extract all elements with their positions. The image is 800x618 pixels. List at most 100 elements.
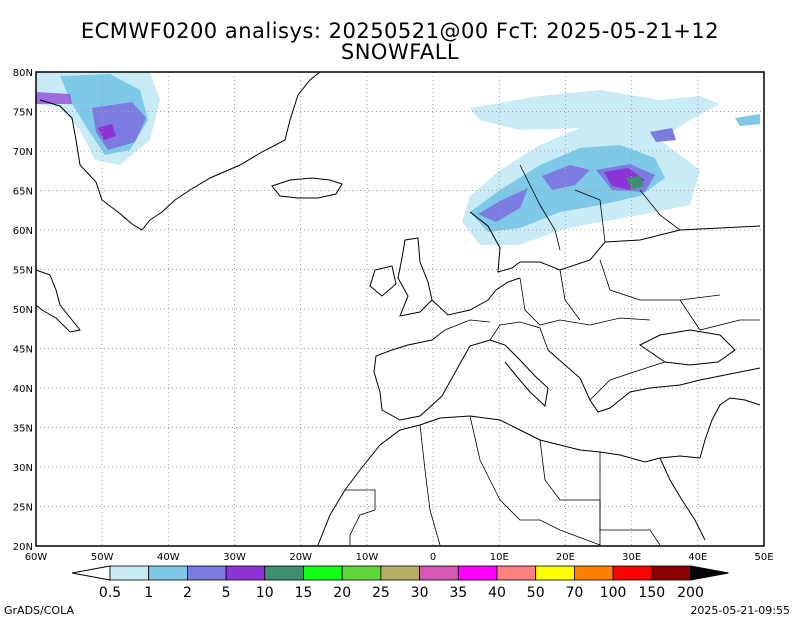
colorbar-label: 15 — [295, 585, 313, 601]
colorbar-label: 0.5 — [99, 585, 121, 601]
longitude-tick-label: 10W — [356, 552, 379, 563]
colorbar-swatch — [341, 565, 382, 581]
colorbar-swatch — [380, 565, 420, 581]
latitude-tick-label: 55N — [13, 266, 33, 277]
longitude-tick-label: 10E — [490, 552, 509, 563]
snowfall-shading — [36, 72, 760, 245]
colorbar-swatch — [496, 565, 537, 581]
longitude-labels: 60W 50W 40W 30W 20W 10W 0 10E 20E 30E 40E 50E — [25, 552, 774, 563]
colorbar-swatch — [109, 565, 150, 581]
colorbar-swatch — [303, 565, 343, 581]
border-line — [519, 164, 561, 251]
colorbar-label: 150 — [638, 585, 665, 601]
latitude-tick-label: 35N — [13, 424, 33, 435]
border-line — [679, 299, 760, 331]
colorbar-label: 2 — [183, 585, 192, 601]
longitude-tick-label: 30E — [622, 552, 641, 563]
colorbar-label: 100 — [600, 585, 627, 601]
colorbar-swatch — [535, 565, 575, 581]
border-line — [431, 319, 491, 341]
latitude-tick-label: 70N — [13, 147, 33, 158]
colorbar-swatch — [574, 565, 614, 581]
coastline-red-sea — [659, 457, 706, 541]
latitude-tick-label: 65N — [13, 187, 33, 198]
colorbar-label: 50 — [527, 585, 545, 601]
colorbar-swatch — [148, 565, 188, 581]
map-subtitle: SNOWFALL — [340, 40, 460, 64]
latitude-tick-label: 80N — [13, 68, 33, 79]
border-line — [419, 424, 441, 546]
coastline-uk — [397, 237, 433, 317]
border-line — [489, 321, 549, 351]
longitude-tick-label: 0 — [430, 552, 436, 563]
footer-credit: GrADS/COLA — [4, 604, 74, 617]
border-line — [574, 189, 606, 243]
border-line — [559, 269, 581, 321]
latitude-tick-label: 60N — [13, 226, 33, 237]
longitude-tick-label: 20W — [289, 552, 312, 563]
latitude-tick-label: 30N — [13, 463, 33, 474]
latitude-tick-label: 40N — [13, 384, 33, 395]
colorbar-swatch — [186, 565, 227, 581]
coastline-north-africa — [317, 415, 701, 546]
coastline-ireland — [369, 265, 397, 297]
border-line — [589, 361, 666, 401]
snow-area-scandinavia — [735, 114, 760, 126]
coastline-balkans — [547, 349, 761, 413]
colorbar: 0.5 1 2 5 10 15 20 25 30 35 40 50 70 100 150 200 — [71, 565, 729, 601]
coastline-iceland — [271, 177, 343, 199]
coastline-europe — [469, 211, 761, 273]
colorbar-label: 1 — [144, 585, 153, 601]
latitude-labels: 80N 75N 70N 65N 60N 55N 50N 45N 40N 35N 30N 25N 20N — [13, 68, 33, 553]
plot-frame — [35, 71, 765, 547]
colorbar-swatch — [264, 565, 304, 581]
coastlines — [35, 71, 761, 546]
snow-area-scandinavia — [650, 128, 676, 142]
coastline-greenland — [39, 71, 321, 231]
colorbar-label: 35 — [449, 585, 467, 601]
coastline-middle-east — [699, 397, 761, 459]
longitude-tick-label: 50W — [91, 552, 114, 563]
colorbar-swatch — [225, 565, 266, 581]
colorbar-label: 70 — [565, 585, 583, 601]
snow-area-scandinavia — [542, 165, 590, 190]
colorbar-arrow-high — [690, 565, 729, 581]
snow-area-scandinavia — [626, 176, 644, 190]
colorbar-swatch — [457, 565, 498, 581]
longitude-tick-label: 20E — [556, 552, 575, 563]
coastline-black-sea — [639, 329, 736, 366]
border-line — [519, 277, 651, 326]
colorbar-swatch — [612, 565, 653, 581]
colorbar-label: 30 — [411, 585, 429, 601]
border-line — [599, 452, 661, 546]
border-line — [345, 489, 376, 545]
graticule — [36, 72, 764, 546]
country-borders — [345, 164, 760, 546]
colorbar-label: 20 — [333, 585, 351, 601]
colorbar-label: 200 — [677, 585, 704, 601]
border-line — [539, 439, 601, 545]
colorbar-label: 5 — [222, 585, 231, 601]
latitude-tick-label: 50N — [13, 305, 33, 316]
colorbar-arrow-low — [71, 565, 111, 581]
snow-area-scandinavia — [478, 188, 528, 222]
latitude-tick-label: 75N — [13, 108, 33, 119]
longitude-tick-label: 40W — [157, 552, 180, 563]
colorbar-label: 40 — [488, 585, 506, 601]
snow-area-greenland — [36, 92, 72, 104]
footer-timestamp: 2025-05-21-09:55 — [690, 604, 790, 617]
colorbar-swatch — [419, 565, 459, 581]
coastline-labrador — [35, 269, 81, 333]
border-line — [639, 189, 681, 231]
latitude-tick-label: 20N — [13, 542, 33, 553]
longitude-tick-label: 30W — [223, 552, 246, 563]
map-title: ECMWF0200 analisys: 20250521@00 FcT: 202… — [80, 19, 720, 43]
colorbar-label: 10 — [256, 585, 274, 601]
border-line — [599, 259, 721, 301]
latitude-tick-label: 45N — [13, 345, 33, 356]
longitude-tick-label: 50E — [754, 552, 773, 563]
coastline-iberia — [373, 339, 491, 421]
colorbar-swatch — [651, 565, 691, 581]
coastline-italy — [489, 339, 549, 408]
